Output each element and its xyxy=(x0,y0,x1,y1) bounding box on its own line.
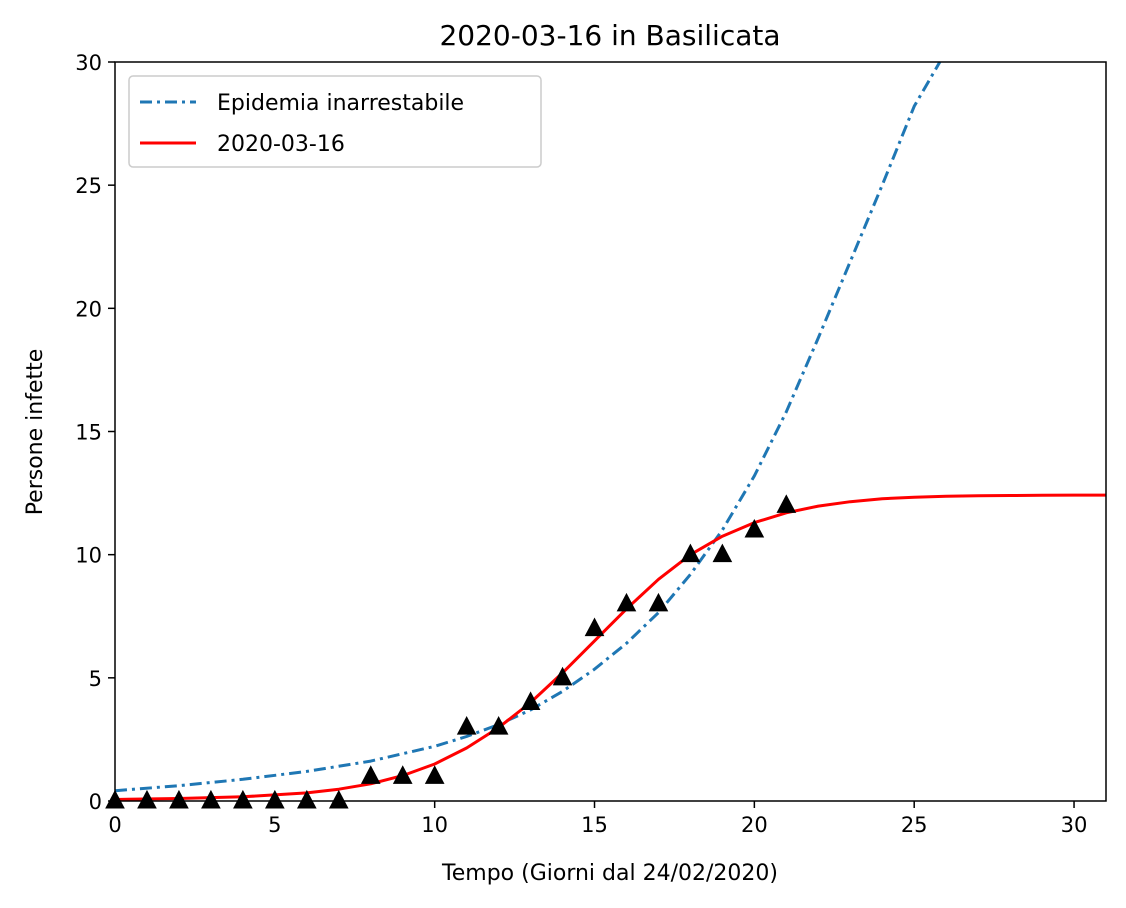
data-point-triangle xyxy=(233,789,253,809)
plot-frame xyxy=(114,61,1107,802)
x-tick-label: 25 xyxy=(901,813,928,837)
chart-title: 2020-03-16 in Basilicata xyxy=(439,19,780,52)
x-tick-label: 5 xyxy=(268,813,281,837)
data-point-triangle xyxy=(680,543,701,563)
y-tick-label: 30 xyxy=(75,51,102,75)
data-point-triangle xyxy=(552,666,573,686)
x-tick-label: 20 xyxy=(741,813,768,837)
y-axis-label: Persone infette xyxy=(23,349,48,516)
data-point-triangle xyxy=(456,716,477,735)
data-point-triangle xyxy=(296,789,317,809)
data-point-triangle xyxy=(488,716,509,735)
x-tick-label: 0 xyxy=(108,813,121,837)
data-point-triangle xyxy=(424,765,445,784)
x-tick-label: 30 xyxy=(1061,813,1088,837)
data-point-triangle xyxy=(201,789,221,809)
legend-label-epidemia: Epidemia inarrestabile xyxy=(217,91,464,116)
y-tick-label: 15 xyxy=(75,421,102,445)
data-point-triangle xyxy=(776,494,797,513)
x-axis-ticks: 0 5 10 15 20 25 30 xyxy=(108,801,1087,837)
data-point-triangle xyxy=(712,543,733,563)
x-tick-label: 15 xyxy=(581,813,608,837)
y-tick-label: 20 xyxy=(75,297,102,321)
y-tick-label: 10 xyxy=(75,544,102,568)
series-line-fit xyxy=(115,493,1106,801)
data-point-triangle xyxy=(648,592,669,612)
legend-label-fit: 2020-03-16 xyxy=(217,132,345,157)
series-line-epidemia xyxy=(115,62,942,793)
x-tick-label: 10 xyxy=(421,813,448,837)
data-markers xyxy=(105,494,797,809)
data-point-triangle xyxy=(137,789,157,809)
y-tick-label: 0 xyxy=(89,790,102,814)
data-point-triangle xyxy=(328,789,349,809)
data-point-triangle xyxy=(584,617,605,637)
series-lines xyxy=(115,62,1106,801)
legend-box xyxy=(128,75,542,168)
x-axis-label: Tempo (Giorni dal 24/02/2020) xyxy=(441,861,778,886)
y-tick-label: 5 xyxy=(89,667,102,691)
y-tick-label: 25 xyxy=(75,174,102,198)
legend: Epidemia inarrestabile 2020-03-16 xyxy=(128,75,542,168)
data-point-triangle xyxy=(520,691,541,710)
data-point-triangle xyxy=(392,765,413,784)
data-point-triangle xyxy=(616,592,637,612)
data-point-triangle xyxy=(744,518,765,538)
data-point-triangle xyxy=(169,789,189,809)
data-point-triangle xyxy=(360,765,381,784)
y-axis-ticks: 0 5 10 15 20 25 30 xyxy=(75,51,115,814)
